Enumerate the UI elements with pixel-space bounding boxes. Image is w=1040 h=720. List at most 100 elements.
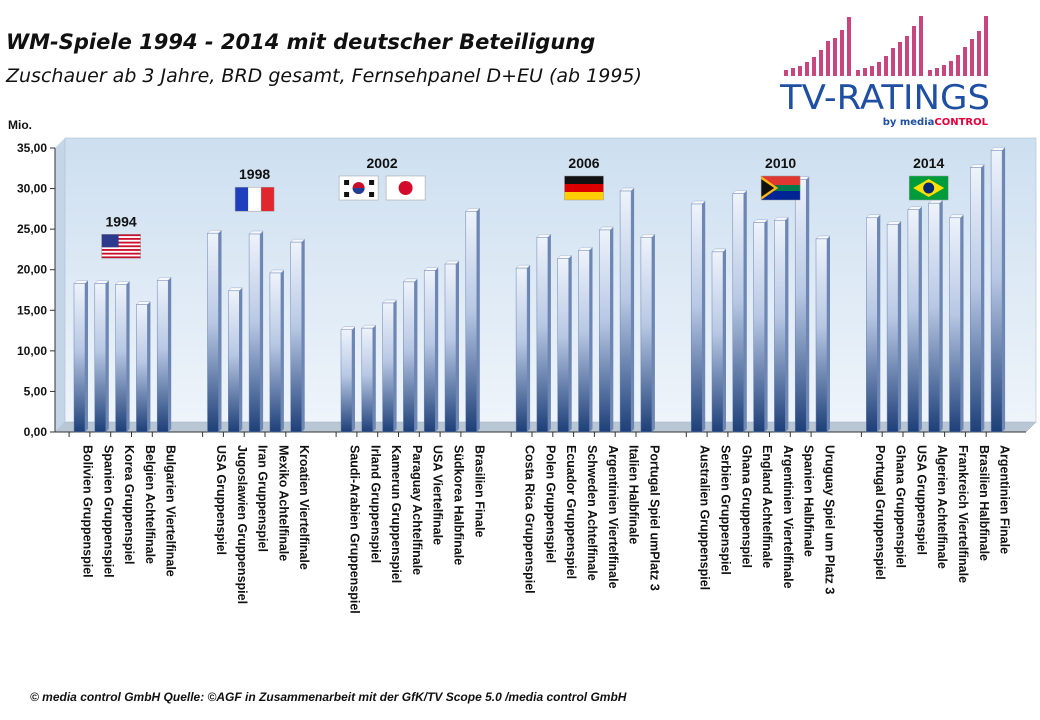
x-tick-label: Iran Gruppenspiel — [256, 445, 270, 552]
bar — [690, 200, 706, 433]
year-label: 2006 — [568, 155, 599, 171]
x-tick-label: Ghana Gruppenspiel — [894, 445, 908, 568]
logo-control: CONTROL — [934, 117, 988, 128]
bar — [382, 299, 398, 433]
x-tick-label: Belgien Achtelfinale — [143, 445, 157, 564]
year-label: 1998 — [239, 166, 270, 182]
year-label: 2010 — [765, 155, 796, 171]
x-tick-label: Costa Rica Gruppenspiel — [523, 445, 537, 594]
logo-by-media: by media — [883, 117, 935, 128]
flag-brazil-icon — [908, 175, 949, 201]
y-tick-label: 10,00 — [17, 344, 47, 358]
x-tick-label: Südkorea Halbfinale — [452, 445, 466, 565]
y-tick-label: 15,00 — [17, 303, 47, 317]
x-tick-label: Portugal Gruppenspiel — [873, 445, 887, 580]
flag-germany-icon — [564, 175, 604, 201]
x-tick-label: Spanien Halbfinale — [802, 445, 816, 557]
bar — [290, 238, 306, 433]
y-tick-label: 30,00 — [17, 182, 47, 196]
bar — [536, 234, 552, 433]
x-tick-label: Schweden Achtelfinale — [585, 445, 599, 581]
x-tick-label: Ghana Gruppenspiel — [739, 445, 753, 568]
y-tick-label: 35,00 — [17, 141, 47, 155]
x-tick-label: USA Viertelfinale — [431, 445, 445, 545]
x-tick-label: Algerien Achtelfinale — [935, 445, 949, 569]
y-tick-label: 5,00 — [24, 384, 48, 398]
bar — [465, 208, 481, 433]
x-tick-label: Paraguay Achtelfinale — [410, 445, 424, 575]
x-tick-label: Brasilien Finale — [472, 445, 486, 537]
bar — [73, 280, 89, 433]
x-tick-label: Korea Gruppenspiel — [122, 445, 136, 564]
flag-southafrica-icon — [760, 175, 801, 201]
x-tick-label: Kamerun Gruppenspiel — [389, 445, 403, 583]
x-tick-label: Ecuador Gruppenspiel — [564, 445, 578, 579]
x-tick-label: Australien Gruppenspiel — [698, 445, 712, 590]
bar — [207, 229, 222, 433]
x-tick-label: Saudi-Arabien Gruppenspiel — [348, 445, 362, 614]
bar-chart: 0,00 5,00 10,00 15,00 20,00 25,00 30,00 35,00 M… — [8, 118, 1037, 614]
x-tick-label: Bulgarien Viertelfinale — [164, 445, 178, 577]
x-tick-label: Jugoslawien Gruppenspiel — [235, 445, 249, 604]
bar — [619, 187, 635, 433]
x-tick-label: Italien Halbfinale — [627, 445, 641, 544]
flag-france-icon — [234, 186, 275, 212]
bar — [156, 277, 172, 433]
bar — [640, 234, 656, 433]
x-tick-label: Mexiko Achtelfinale — [276, 445, 290, 561]
flag-usa-icon — [101, 234, 141, 259]
bar — [340, 326, 356, 433]
bar — [423, 267, 439, 433]
bar — [115, 281, 131, 433]
y-tick-label: 0,00 — [24, 425, 48, 439]
flag-japan-icon — [385, 175, 426, 201]
bar — [732, 190, 748, 433]
x-tick-label: Serbien Gruppenspiel — [719, 445, 733, 575]
x-tick-label: Spanien Gruppenspiel — [101, 445, 115, 578]
flag-korea-icon — [338, 175, 379, 201]
bar — [949, 214, 964, 433]
logo-wordmark: TV-RATINGS — [779, 78, 990, 118]
bar — [753, 219, 769, 433]
bar — [865, 214, 881, 433]
year-label: 2014 — [913, 155, 944, 171]
y-axis-unit: Mio. — [8, 118, 32, 132]
x-tick-label: Uruguay Spiel um Platz 3 — [823, 445, 837, 594]
bar — [248, 230, 264, 433]
bar — [773, 217, 789, 433]
x-tick-label: Brasilien Halbfinale — [977, 445, 991, 561]
y-tick-label: 25,00 — [17, 222, 47, 236]
bar — [990, 147, 1006, 433]
x-tick-label: USA Gruppenspiel — [214, 445, 228, 555]
year-label: 2002 — [367, 155, 398, 171]
year-label: 1994 — [106, 213, 137, 229]
source-footer: © media control GmbH Quelle: ©AGF in Zus… — [30, 690, 627, 704]
bar — [598, 226, 614, 433]
x-tick-label: Argentinien Viertelfinale — [606, 445, 620, 589]
x-tick-label: Polen Gruppenspiel — [543, 445, 557, 563]
y-tick-label: 20,00 — [17, 263, 47, 277]
x-tick-label: England Achtelfinale — [760, 445, 774, 568]
bar — [515, 264, 531, 433]
bar — [94, 280, 110, 433]
bar — [269, 269, 285, 433]
x-tick-label: Argentinien Viertelfinale — [781, 445, 795, 589]
x-tick-label: USA Gruppenspiel — [914, 445, 928, 555]
x-tick-label: Portugal Spiel umPlatz 3 — [647, 445, 661, 591]
x-tick-label: Frankreich Viertelfinale — [956, 445, 970, 583]
bar — [578, 247, 593, 433]
x-tick-label: Argentinien Finale — [998, 445, 1012, 554]
bar — [928, 199, 944, 433]
bar — [557, 255, 573, 433]
bar — [815, 235, 831, 433]
x-tick-label: Bolivien Gruppenspiel — [81, 445, 95, 578]
bar — [907, 206, 923, 433]
bar — [444, 260, 460, 433]
svg-text:by mediaCONTROL: by mediaCONTROL — [883, 117, 989, 128]
chart-title: WM-Spiele 1994 - 2014 mit deutscher Bete… — [6, 30, 596, 54]
x-tick-label: Irland Gruppenspiel — [368, 445, 382, 563]
bar — [135, 301, 151, 433]
bar — [711, 248, 727, 433]
bar — [361, 324, 377, 433]
bar — [886, 221, 902, 433]
